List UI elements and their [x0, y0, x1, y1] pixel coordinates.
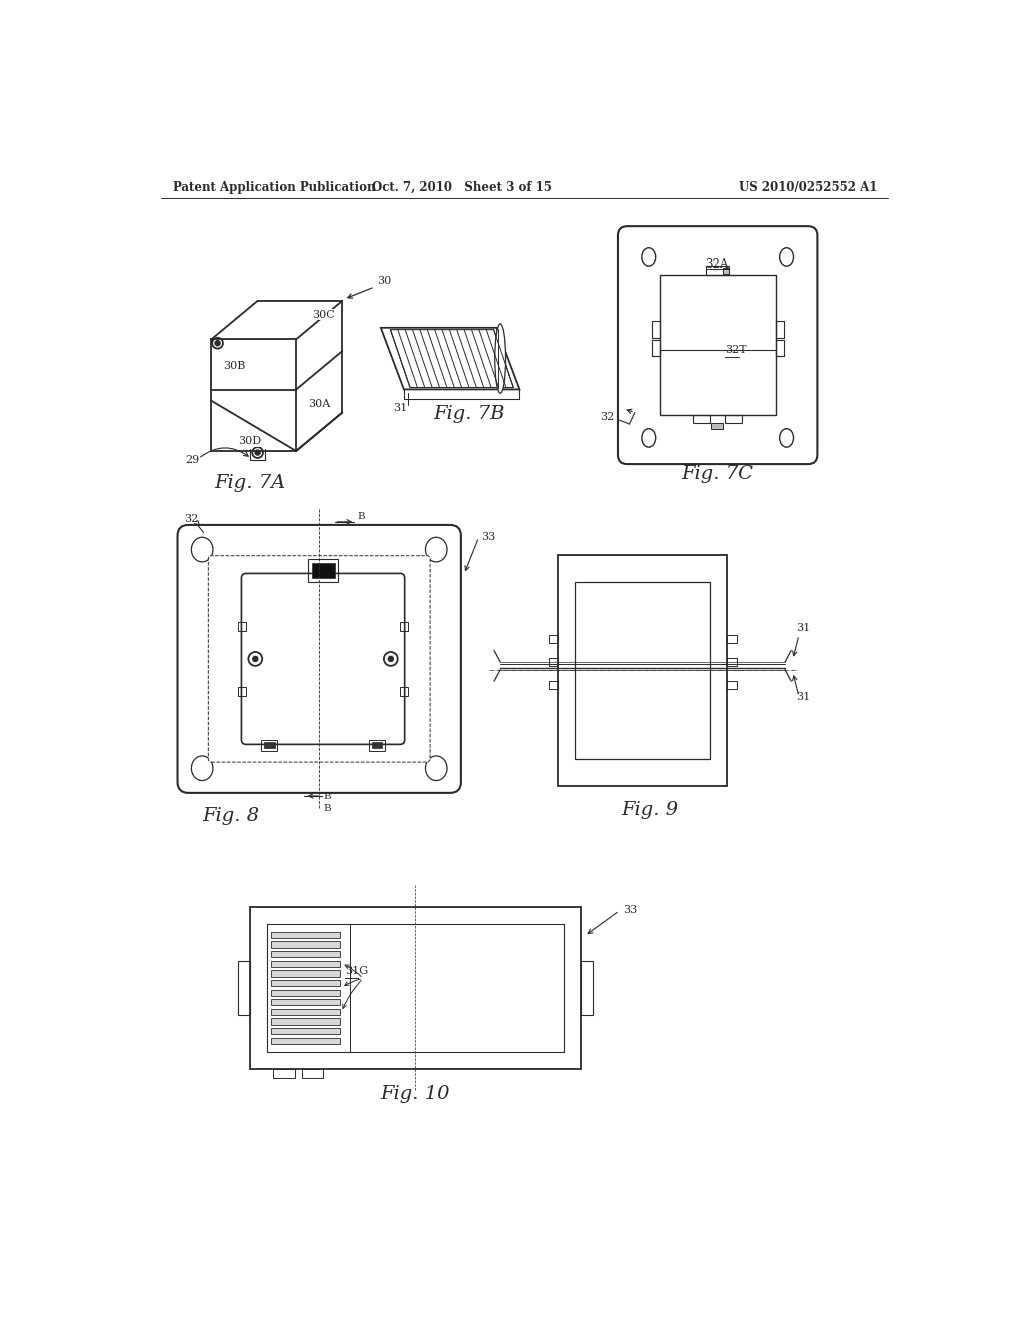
FancyBboxPatch shape — [177, 525, 461, 793]
Text: US 2010/0252552 A1: US 2010/0252552 A1 — [739, 181, 878, 194]
Ellipse shape — [191, 537, 213, 562]
Text: 32: 32 — [600, 412, 614, 422]
Bar — [549, 635, 558, 643]
Bar — [307, 558, 339, 582]
Text: 31G: 31G — [345, 966, 369, 975]
FancyBboxPatch shape — [208, 556, 430, 762]
Text: 30: 30 — [378, 276, 392, 286]
Bar — [706, 267, 729, 276]
Text: Fig. 7A: Fig. 7A — [214, 474, 286, 492]
Text: 31: 31 — [393, 403, 408, 413]
Text: 29: 29 — [185, 454, 200, 465]
Text: 31: 31 — [797, 623, 811, 634]
Bar — [264, 742, 274, 748]
Circle shape — [255, 450, 260, 455]
Text: Patent Application Publication: Patent Application Publication — [173, 181, 376, 194]
Text: Fig. 7C: Fig. 7C — [681, 466, 754, 483]
Circle shape — [388, 656, 393, 661]
Text: Fig. 9: Fig. 9 — [622, 801, 679, 820]
Ellipse shape — [779, 429, 794, 447]
Bar — [270, 961, 340, 968]
Ellipse shape — [425, 756, 447, 780]
Ellipse shape — [642, 429, 655, 447]
Text: Fig. 7B: Fig. 7B — [433, 405, 505, 422]
Bar — [776, 339, 783, 356]
FancyBboxPatch shape — [242, 573, 404, 744]
Text: B: B — [323, 792, 331, 801]
Bar — [723, 268, 729, 275]
Ellipse shape — [191, 756, 213, 780]
Bar — [270, 970, 340, 977]
Text: Fig. 10: Fig. 10 — [381, 1085, 451, 1104]
Ellipse shape — [495, 323, 506, 393]
Bar — [267, 924, 564, 1052]
Bar — [372, 742, 382, 748]
Ellipse shape — [642, 248, 655, 267]
Circle shape — [253, 656, 258, 661]
Bar — [270, 999, 340, 1006]
Bar — [574, 582, 711, 759]
Bar — [239, 961, 250, 1015]
Bar — [652, 339, 659, 356]
Bar — [239, 686, 246, 696]
Bar — [652, 322, 659, 338]
Bar — [270, 979, 340, 986]
Bar — [727, 635, 736, 643]
Bar — [549, 659, 558, 665]
Text: B: B — [357, 512, 366, 521]
Text: 33: 33 — [481, 532, 496, 541]
Text: 30A: 30A — [308, 399, 331, 409]
Text: 31: 31 — [797, 693, 811, 702]
Bar — [270, 990, 340, 995]
Bar — [725, 414, 742, 422]
Text: 30D: 30D — [239, 436, 261, 446]
Bar — [727, 681, 736, 689]
Bar — [692, 414, 710, 422]
Text: 32: 32 — [184, 513, 199, 524]
Bar — [270, 941, 340, 948]
Ellipse shape — [779, 248, 794, 267]
Bar — [270, 932, 340, 939]
Bar — [270, 1008, 340, 1015]
Ellipse shape — [425, 537, 447, 562]
Bar — [239, 622, 246, 631]
Bar — [727, 659, 736, 665]
Bar — [400, 622, 408, 631]
Bar — [311, 562, 335, 578]
Bar — [549, 681, 558, 689]
Bar — [250, 907, 581, 1069]
Text: 30C: 30C — [311, 310, 335, 319]
Text: B: B — [323, 804, 331, 813]
Bar — [270, 1019, 340, 1024]
Bar — [261, 739, 276, 751]
Bar — [273, 1069, 295, 1077]
Bar — [711, 422, 724, 429]
Bar — [558, 554, 727, 785]
Text: Fig. 8: Fig. 8 — [202, 807, 259, 825]
Bar — [776, 322, 783, 338]
FancyBboxPatch shape — [617, 226, 817, 465]
Text: 30B: 30B — [223, 362, 246, 371]
Bar — [270, 1028, 340, 1035]
Bar — [270, 1038, 340, 1044]
Bar — [301, 1069, 323, 1077]
Bar — [659, 276, 776, 414]
Bar — [400, 686, 408, 696]
Bar — [270, 952, 340, 957]
Text: 32A: 32A — [706, 259, 729, 271]
Bar — [581, 961, 593, 1015]
Circle shape — [215, 341, 220, 346]
Bar — [370, 739, 385, 751]
Text: Oct. 7, 2010   Sheet 3 of 15: Oct. 7, 2010 Sheet 3 of 15 — [372, 181, 552, 194]
Bar — [350, 924, 564, 1052]
Text: 32T: 32T — [725, 345, 746, 355]
Text: 33: 33 — [624, 906, 638, 915]
